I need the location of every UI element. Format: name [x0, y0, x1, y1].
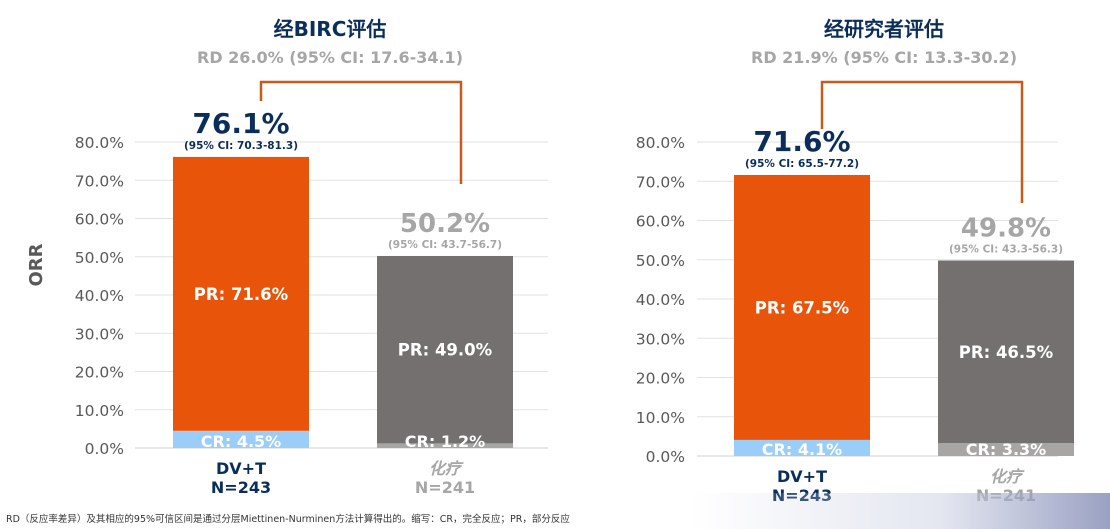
chart-2-y-tick-label: 0.0% — [646, 448, 685, 466]
chart-2-bar-cr-2 — [938, 443, 1074, 456]
chart-2-title: 经研究者评估 — [824, 17, 944, 41]
chart-2-total-label-1: 71.6% — [753, 125, 850, 158]
chart-1-bar-cr-2 — [377, 443, 513, 448]
chart-1-cr-label-2: CR: 1.2% — [405, 432, 485, 451]
chart-1-title: 经BIRC评估 — [274, 17, 387, 41]
chart-2-y-tick-label: 20.0% — [636, 370, 685, 388]
chart-1-cr-label-1: CR: 4.5% — [201, 432, 281, 451]
chart-2-category-label-2: 化疗 — [990, 467, 1025, 486]
chart-2-total-label-2: 49.8% — [961, 214, 1051, 244]
chart-1-pr-label-1: PR: 71.6% — [194, 285, 289, 304]
chart-1-y-tick-label: 70.0% — [75, 172, 124, 190]
chart-2-pr-label-1: PR: 67.5% — [755, 298, 850, 317]
chart-2-cr-label-1: CR: 4.1% — [762, 440, 842, 459]
chart-1-category-n-2: N=241 — [415, 478, 475, 497]
chart-2-bar-cr-1 — [734, 439, 870, 456]
footnote: RD（反应率差异）及其相应的95%可信区间是通过分层Miettinen-Nurm… — [6, 514, 570, 525]
chart-2-rd-bracket — [820, 80, 1024, 203]
chart-1-category-label-2: 化疗 — [429, 459, 464, 478]
chart-1-y-tick-label: 80.0% — [75, 134, 124, 152]
chart-1-y-tick-label: 30.0% — [75, 325, 124, 343]
chart-1-bar-pr-1 — [173, 156, 309, 431]
decorative-corner-gradient — [690, 493, 1110, 529]
chart-1-y-tick-label: 20.0% — [75, 364, 124, 382]
chart-1-y-tick-label: 40.0% — [75, 287, 124, 305]
chart-2-bar-pr-1 — [734, 174, 870, 440]
chart-2-bar-pr-2 — [938, 260, 1074, 444]
chart-1-total-label-1: 76.1% — [192, 107, 289, 140]
chart-1-y-tick-label: 10.0% — [75, 402, 124, 420]
chart-2-y-tick-label: 70.0% — [636, 173, 685, 191]
chart-2-pr-label-2: PR: 46.5% — [959, 343, 1054, 362]
chart-1-bar-pr-2 — [377, 255, 513, 444]
chart-2-subtitle: RD 21.9% (95% CI: 13.3-30.2) — [751, 48, 1017, 67]
chart-1-total-label-2: 50.2% — [400, 209, 490, 239]
chart-1-ci-label-1: (95% CI: 70.3-81.3) — [184, 140, 298, 152]
chart-1-ci-label-2: (95% CI: 43.7-56.7) — [388, 239, 502, 251]
chart-2-ci-label-2: (95% CI: 43.3-56.3) — [949, 244, 1063, 256]
chart-1-bar-cr-1 — [173, 430, 309, 448]
chart-1-category-label-1: DV+T — [216, 459, 266, 478]
chart-2-y-tick-label: 50.0% — [636, 252, 685, 270]
chart-2-category-label-1: DV+T — [777, 467, 827, 486]
chart-1-y-tick-label: 0.0% — [85, 440, 124, 458]
chart-2-y-tick-label: 80.0% — [636, 134, 685, 152]
chart-2-y-tick-label: 60.0% — [636, 213, 685, 231]
chart-2-ci-label-1: (95% CI: 65.5-77.2) — [745, 158, 859, 170]
chart-2-cr-label-2: CR: 3.3% — [966, 440, 1046, 459]
chart-1-subtitle: RD 26.0% (95% CI: 17.6-34.1) — [197, 48, 463, 67]
chart-2-y-tick-label: 10.0% — [636, 409, 685, 427]
chart-1-y-tick-label: 60.0% — [75, 211, 124, 229]
chart-1-category-n-1: N=243 — [211, 478, 271, 497]
chart-1-y-tick-label: 50.0% — [75, 249, 124, 267]
chart-1-rd-bracket — [259, 80, 463, 184]
chart-2-y-tick-label: 40.0% — [636, 291, 685, 309]
chart-1-y-axis-label: ORR — [26, 243, 47, 286]
chart-2-y-tick-label: 30.0% — [636, 330, 685, 348]
chart-1-pr-label-2: PR: 49.0% — [398, 341, 493, 360]
